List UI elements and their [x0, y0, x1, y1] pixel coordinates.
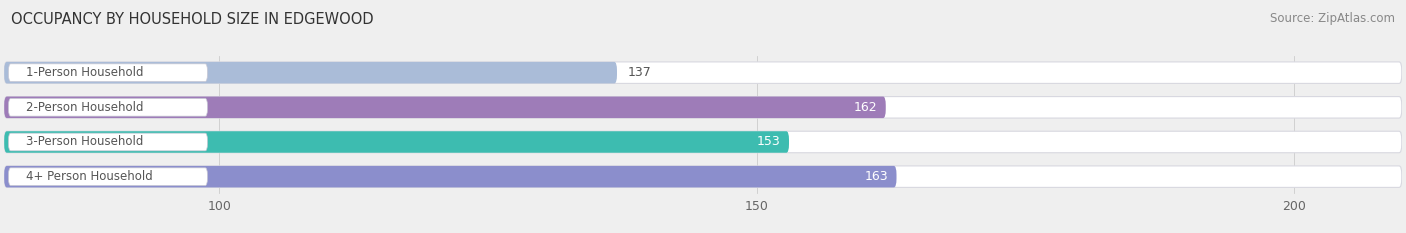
- FancyBboxPatch shape: [4, 131, 789, 153]
- FancyBboxPatch shape: [4, 96, 1402, 118]
- Text: 2-Person Household: 2-Person Household: [25, 101, 143, 114]
- Text: 3-Person Household: 3-Person Household: [25, 135, 143, 148]
- Text: OCCUPANCY BY HOUSEHOLD SIZE IN EDGEWOOD: OCCUPANCY BY HOUSEHOLD SIZE IN EDGEWOOD: [11, 12, 374, 27]
- Text: 153: 153: [756, 135, 780, 148]
- FancyBboxPatch shape: [4, 62, 617, 83]
- FancyBboxPatch shape: [4, 166, 897, 187]
- FancyBboxPatch shape: [8, 168, 208, 185]
- Text: 1-Person Household: 1-Person Household: [25, 66, 143, 79]
- FancyBboxPatch shape: [4, 166, 1402, 187]
- FancyBboxPatch shape: [8, 133, 208, 151]
- Text: 137: 137: [627, 66, 651, 79]
- Text: 4+ Person Household: 4+ Person Household: [25, 170, 152, 183]
- FancyBboxPatch shape: [4, 131, 1402, 153]
- Text: Source: ZipAtlas.com: Source: ZipAtlas.com: [1270, 12, 1395, 25]
- Text: 162: 162: [853, 101, 877, 114]
- Text: 163: 163: [865, 170, 889, 183]
- FancyBboxPatch shape: [4, 62, 1402, 83]
- FancyBboxPatch shape: [4, 96, 886, 118]
- FancyBboxPatch shape: [8, 99, 208, 116]
- FancyBboxPatch shape: [8, 64, 208, 82]
